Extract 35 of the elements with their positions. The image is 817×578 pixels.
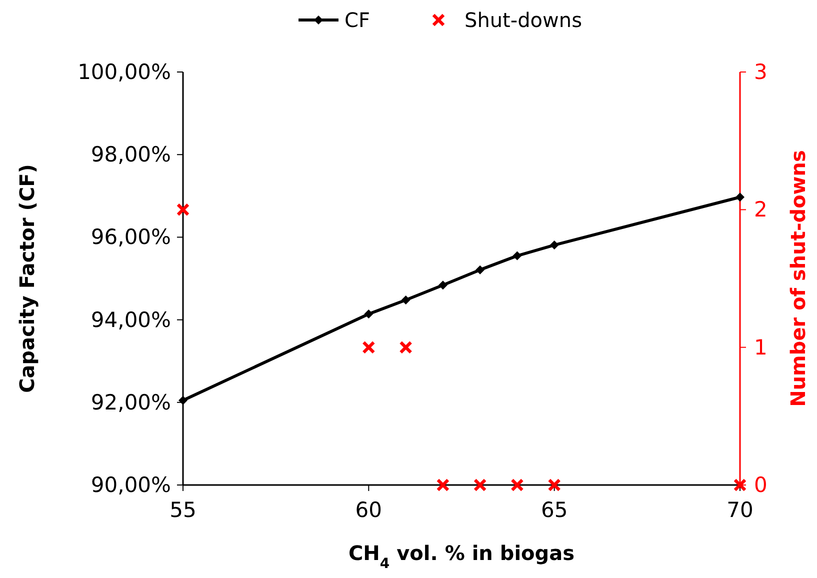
point [512,251,522,260]
y2-tick-label: 2 [754,198,768,222]
y-tick-label: 94,00% [90,308,171,332]
y2-tick-label: 1 [754,335,768,360]
y-tick-label: 90,00% [90,473,171,497]
point [401,295,410,304]
point [733,478,747,492]
y2-tick-label: 0 [754,473,768,497]
point [362,340,376,354]
y-tick-label: 100,00% [78,60,171,84]
y-tick-label: 98,00% [90,142,171,167]
point [473,478,487,492]
point [548,478,561,492]
x-axis-title: CH$_{4}$ vol. % in biogas [348,541,575,572]
point [550,240,559,250]
x-tick-label: 70 [726,498,754,522]
x-tick-label: 65 [540,498,568,522]
point [178,396,188,405]
point [476,265,485,274]
point [510,478,524,492]
point [438,280,448,290]
point [399,340,412,354]
x-tick-label: 55 [170,498,196,522]
y-tick-label: 92,00% [90,390,171,414]
legend-label: Shut-downs [464,8,582,32]
y-axis-title: Capacity Factor (CF) [15,164,39,393]
point [364,310,374,319]
point [436,478,450,492]
y2-tick-label: 3 [754,60,768,84]
point [736,192,744,202]
y-tick-label: 96,00% [90,225,171,250]
x-tick-label: 60 [355,498,382,522]
y2-axis-title: Number of shut-downs [786,150,810,407]
point [176,203,190,216]
legend-label: CF [344,8,370,32]
